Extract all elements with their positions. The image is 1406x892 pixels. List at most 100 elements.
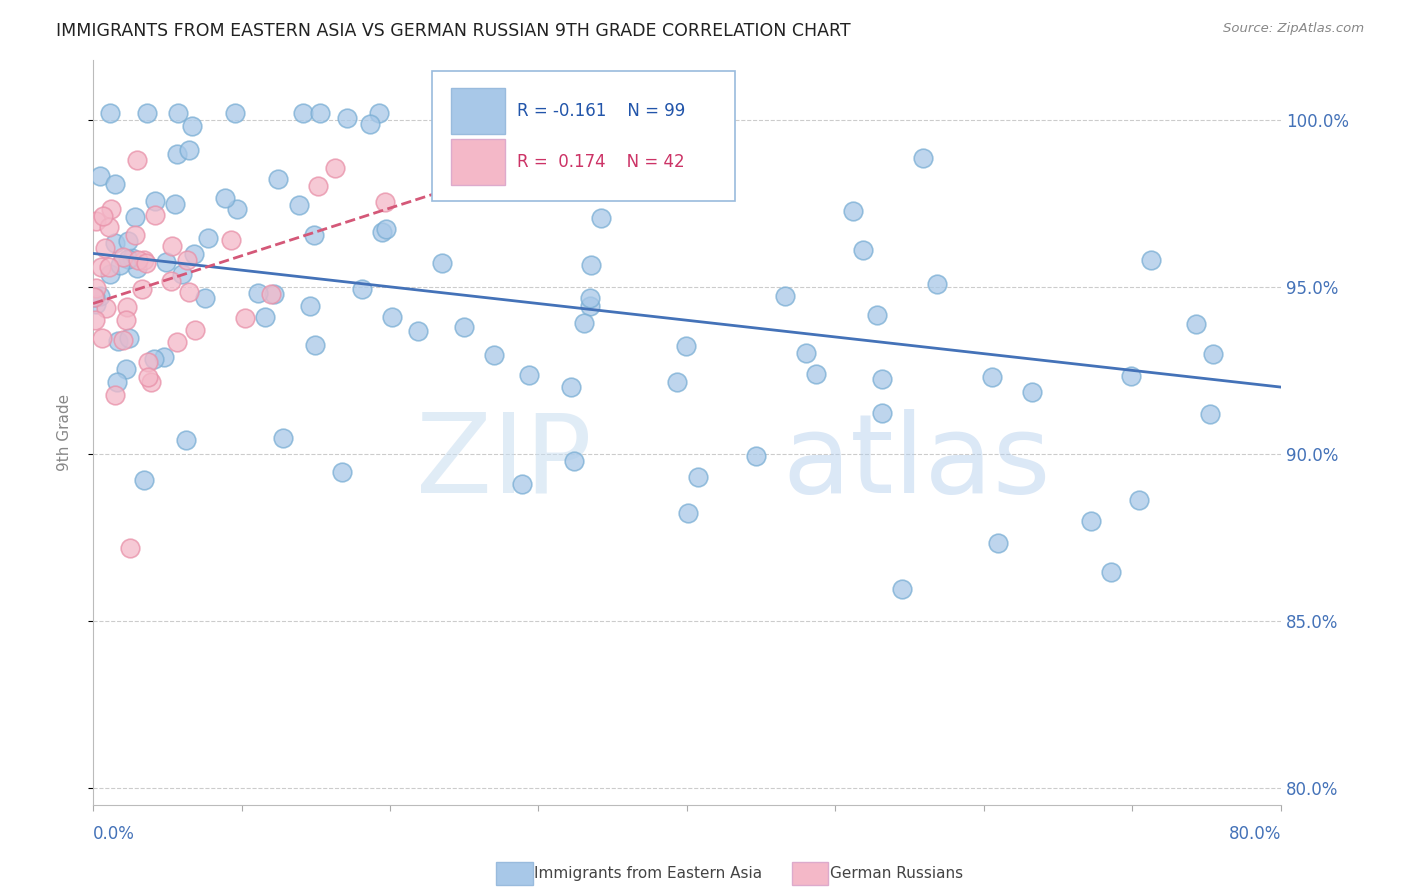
- Point: [307, 178, 329, 193]
- Point: [224, 106, 246, 120]
- Point: [1202, 347, 1225, 361]
- Point: [131, 282, 153, 296]
- Text: Source: ZipAtlas.com: Source: ZipAtlas.com: [1223, 22, 1364, 36]
- Point: [214, 191, 236, 205]
- Point: [118, 331, 141, 345]
- Text: R =  0.174    N = 42: R = 0.174 N = 42: [517, 153, 685, 170]
- Text: 80.0%: 80.0%: [1229, 825, 1281, 843]
- Point: [139, 375, 162, 389]
- Point: [89, 169, 111, 183]
- Point: [104, 177, 127, 191]
- Point: [163, 197, 186, 211]
- Point: [135, 255, 157, 269]
- Point: [159, 274, 181, 288]
- Point: [665, 376, 688, 390]
- Point: [117, 234, 139, 248]
- Point: [560, 379, 582, 393]
- Point: [89, 288, 111, 302]
- Point: [870, 372, 893, 386]
- Point: [100, 202, 122, 216]
- Text: atlas: atlas: [782, 409, 1050, 516]
- Point: [176, 253, 198, 268]
- Point: [84, 296, 107, 310]
- Y-axis label: 9th Grade: 9th Grade: [58, 393, 72, 471]
- Point: [299, 299, 322, 313]
- Point: [579, 291, 602, 305]
- Point: [84, 281, 107, 295]
- Point: [1128, 492, 1150, 507]
- Point: [330, 465, 353, 479]
- Point: [120, 541, 142, 555]
- Point: [134, 252, 156, 267]
- Point: [98, 267, 121, 281]
- Point: [304, 338, 326, 352]
- Point: [1184, 317, 1206, 331]
- Point: [143, 352, 166, 367]
- Point: [676, 506, 699, 520]
- Point: [433, 106, 456, 120]
- Point: [336, 112, 359, 126]
- Point: [980, 370, 1002, 384]
- Point: [94, 301, 117, 316]
- Point: [675, 339, 697, 353]
- Point: [406, 324, 429, 338]
- Point: [112, 333, 135, 347]
- Point: [517, 368, 540, 382]
- Point: [83, 290, 105, 304]
- Point: [374, 222, 396, 236]
- Point: [572, 316, 595, 330]
- Point: [194, 291, 217, 305]
- Point: [91, 209, 114, 223]
- Point: [183, 247, 205, 261]
- Point: [451, 96, 474, 111]
- Point: [117, 252, 139, 266]
- Point: [987, 536, 1010, 550]
- Point: [180, 119, 202, 133]
- Point: [260, 286, 283, 301]
- FancyBboxPatch shape: [450, 88, 505, 134]
- Point: [323, 161, 346, 176]
- Point: [127, 252, 149, 267]
- Point: [911, 151, 934, 165]
- Point: [1099, 565, 1122, 579]
- Point: [166, 334, 188, 349]
- Point: [160, 239, 183, 253]
- Text: German Russians: German Russians: [830, 866, 963, 880]
- Point: [512, 477, 534, 491]
- Point: [591, 211, 613, 225]
- Point: [1021, 385, 1043, 400]
- Point: [136, 370, 159, 384]
- FancyBboxPatch shape: [432, 70, 734, 202]
- Point: [166, 106, 188, 120]
- Point: [233, 310, 256, 325]
- Point: [291, 106, 314, 120]
- Point: [183, 323, 205, 337]
- Point: [105, 376, 128, 390]
- Text: R = -0.161    N = 99: R = -0.161 N = 99: [517, 102, 685, 120]
- Point: [1199, 408, 1222, 422]
- Point: [134, 473, 156, 487]
- Point: [90, 331, 112, 345]
- Text: 0.0%: 0.0%: [93, 825, 135, 843]
- Point: [153, 350, 176, 364]
- Point: [93, 241, 115, 255]
- Point: [688, 469, 710, 483]
- FancyBboxPatch shape: [450, 138, 505, 185]
- Point: [197, 230, 219, 244]
- Point: [107, 334, 129, 348]
- Point: [115, 301, 138, 315]
- Point: [136, 355, 159, 369]
- Point: [127, 153, 149, 167]
- Point: [124, 228, 146, 243]
- Point: [359, 117, 381, 131]
- Point: [745, 449, 768, 463]
- Point: [263, 287, 285, 301]
- Point: [98, 219, 121, 234]
- Text: IMMIGRANTS FROM EASTERN ASIA VS GERMAN RUSSIAN 9TH GRADE CORRELATION CHART: IMMIGRANTS FROM EASTERN ASIA VS GERMAN R…: [56, 22, 851, 40]
- Point: [288, 198, 311, 212]
- Point: [98, 260, 121, 275]
- Point: [177, 143, 200, 157]
- Point: [304, 227, 326, 242]
- Point: [155, 254, 177, 268]
- Point: [1139, 253, 1161, 268]
